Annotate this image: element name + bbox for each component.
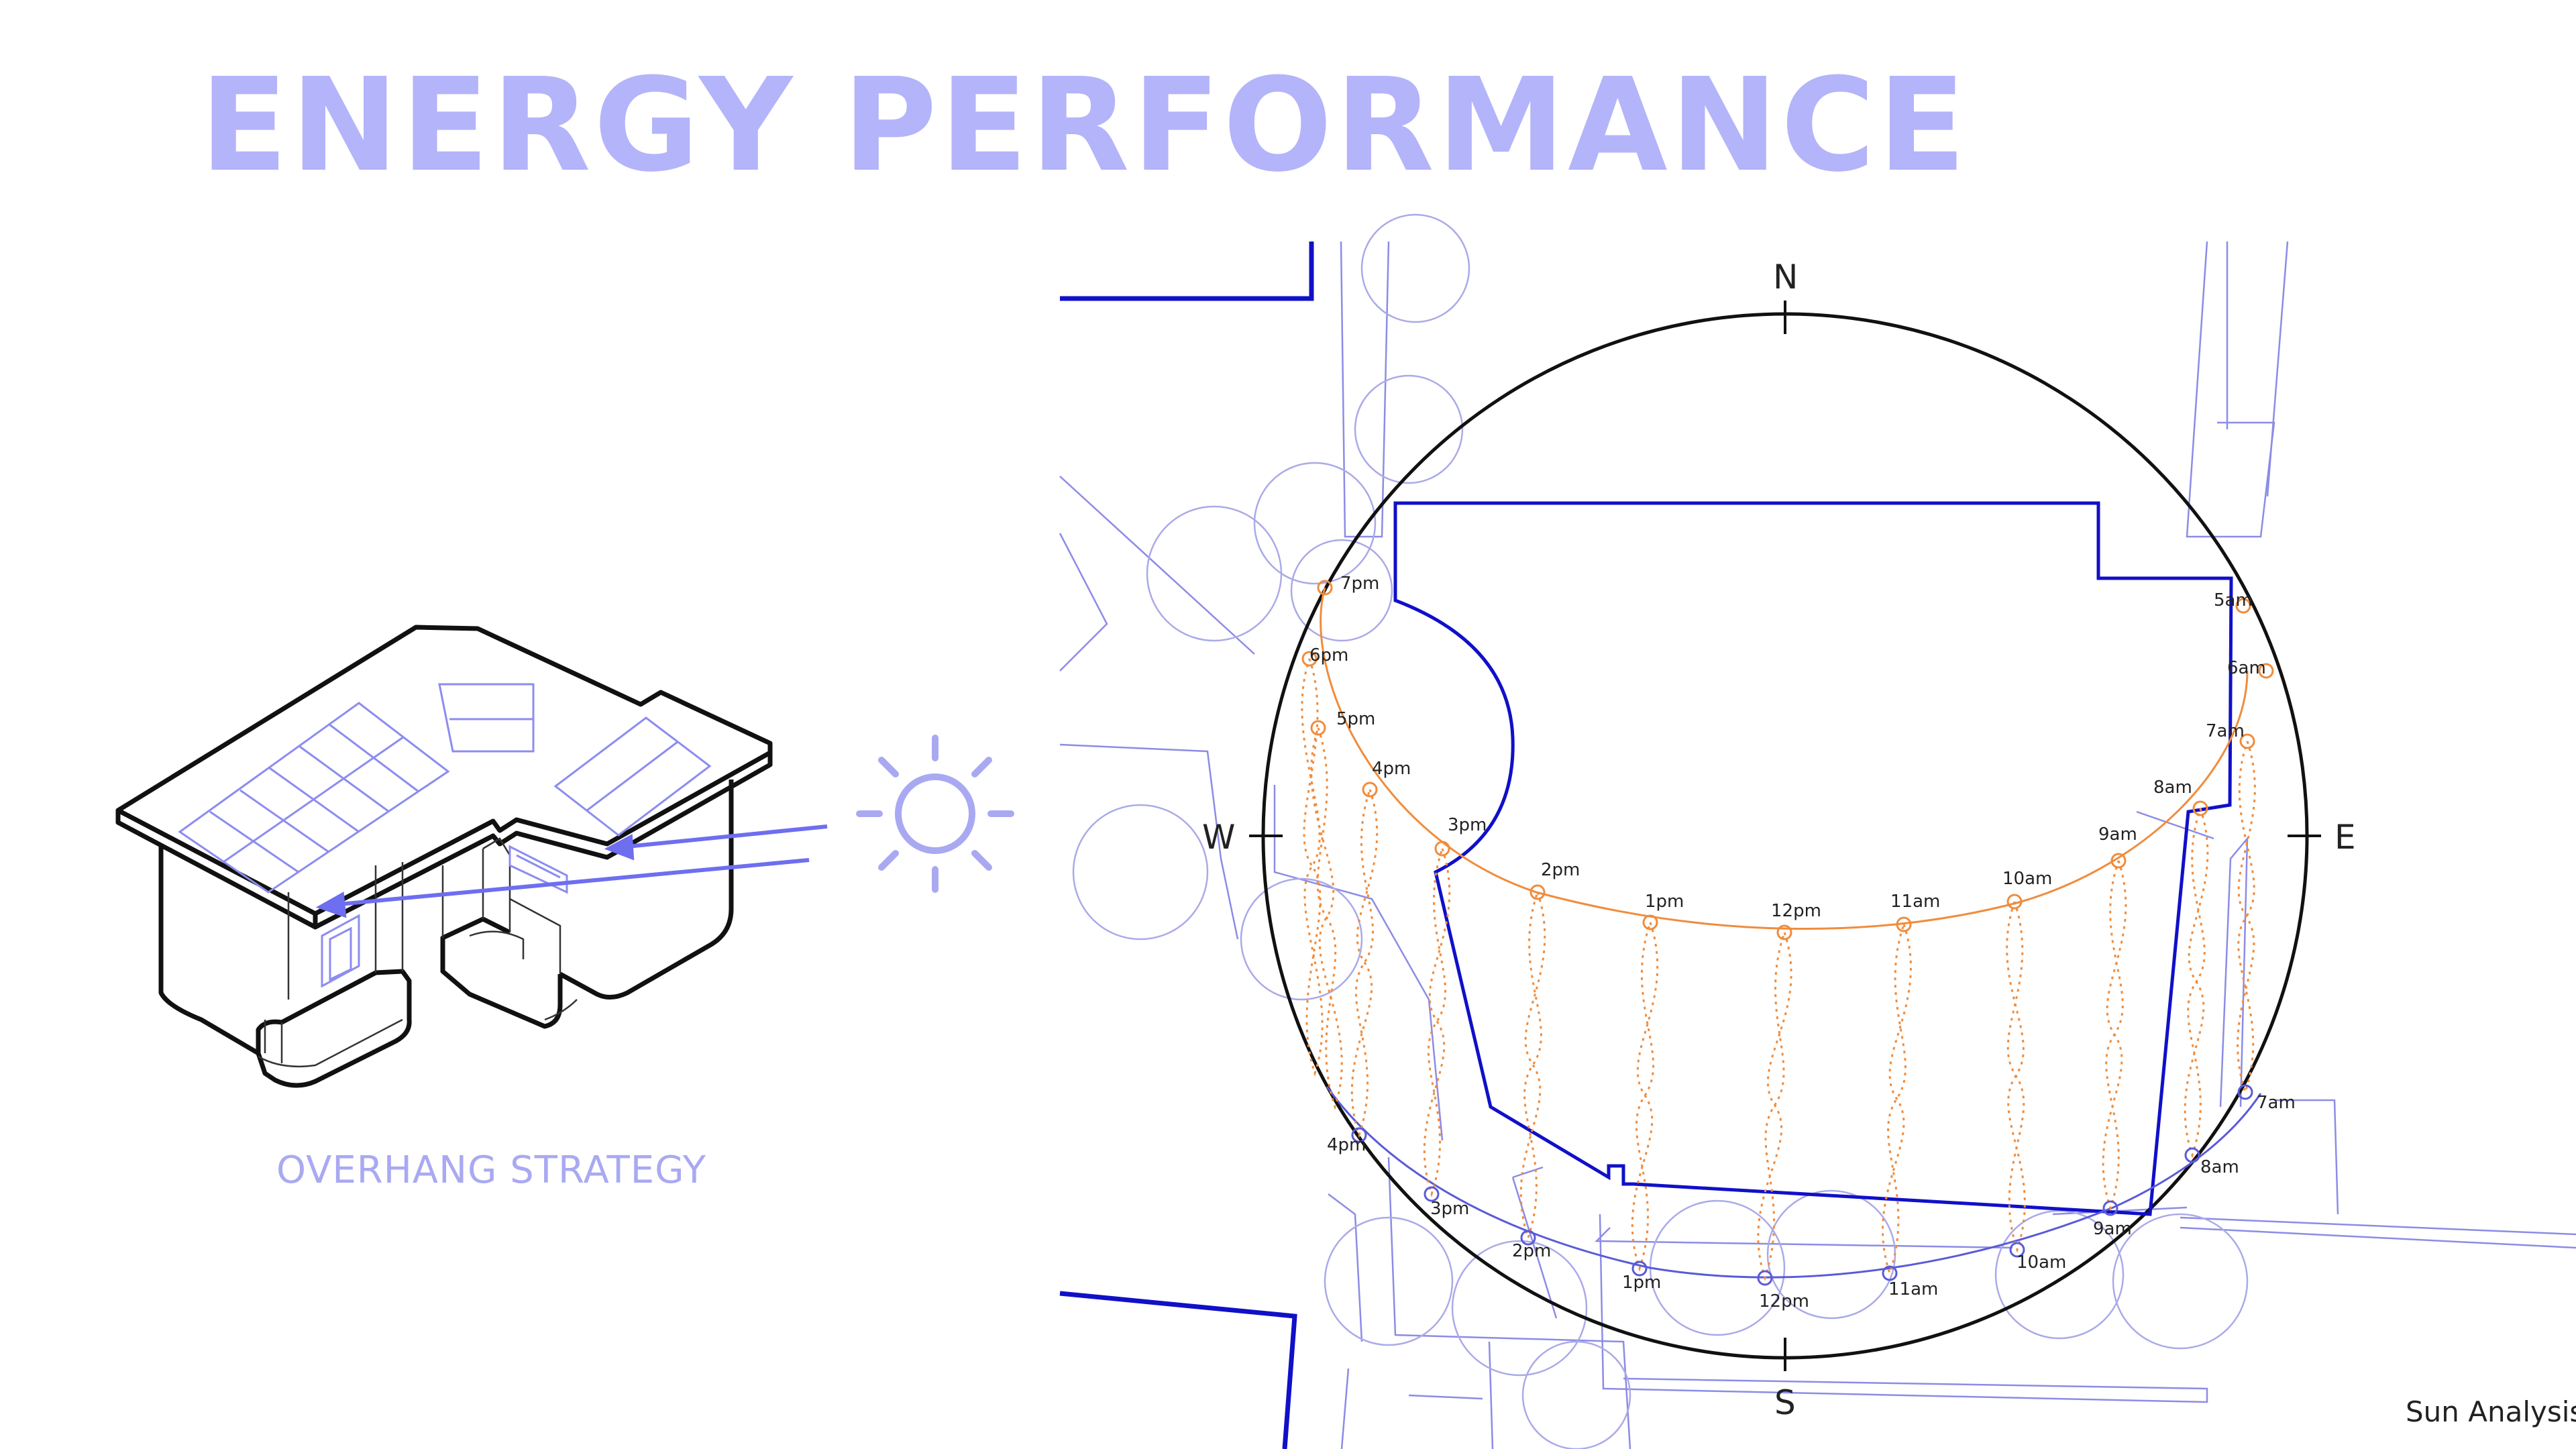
sun-ray-arrows xyxy=(315,824,828,918)
winter-hour-label: 1pm xyxy=(1622,1273,1661,1293)
summer-marker xyxy=(2110,853,2127,869)
analemma-loop xyxy=(2237,741,2256,1095)
solar-panels xyxy=(178,683,712,894)
winter-marker xyxy=(1631,1260,1648,1277)
overhang-strategy-caption: OVERHANG STRATEGY xyxy=(276,1148,706,1192)
summer-hour-label: 12pm xyxy=(1771,901,1821,921)
compass-east-label: E xyxy=(2334,818,2356,857)
summer-marker xyxy=(1310,720,1326,736)
summer-marker xyxy=(1896,916,1912,932)
winter-hour-label: 2pm xyxy=(1512,1241,1551,1261)
summer-hour-label: 7am xyxy=(2206,721,2245,741)
compass-north-label: N xyxy=(1773,258,1798,297)
analemma-loop xyxy=(2184,808,2209,1159)
sun-analysis-caption: Sun Analysis xyxy=(2406,1395,2576,1428)
site-context-lines xyxy=(1059,241,2576,1449)
winter-marker xyxy=(2237,1084,2253,1100)
winter-markers: 7am 8am 9am 10am 11am 12pm 1pm 2pm 3pm 4pm xyxy=(1327,1084,2296,1311)
summer-sun-path xyxy=(1320,587,2249,930)
winter-hour-label: 10am xyxy=(2017,1252,2066,1273)
summer-marker xyxy=(1317,580,1333,596)
summer-hour-label: 2pm xyxy=(1541,860,1580,880)
summer-marker xyxy=(1362,782,1378,798)
summer-marker xyxy=(2192,800,2208,816)
summer-hour-label: 5pm xyxy=(1336,709,1375,729)
winter-marker xyxy=(1351,1127,1367,1143)
summer-marker xyxy=(1434,841,1450,857)
winter-hour-label: 12pm xyxy=(1759,1291,1809,1311)
summer-marker xyxy=(2258,663,2274,679)
house-windows xyxy=(321,845,568,988)
winter-hour-label: 7am xyxy=(2257,1093,2296,1113)
summer-hour-label: 8am xyxy=(2153,777,2192,798)
summer-marker xyxy=(2235,598,2251,614)
summer-hour-label: 3pm xyxy=(1448,815,1487,835)
winter-marker xyxy=(1757,1270,1773,1286)
winter-hour-label: 11am xyxy=(1888,1279,1938,1299)
summer-marker xyxy=(2006,894,2023,910)
compass-west-label: W xyxy=(1202,818,1235,857)
winter-sun-path xyxy=(1326,1086,2262,1279)
summer-hour-label: 5am xyxy=(2214,590,2253,610)
winter-hour-label: 9am xyxy=(2093,1219,2132,1239)
summer-hour-label: 10am xyxy=(2002,869,2052,889)
winter-marker xyxy=(1882,1265,1898,1281)
analemma-loop xyxy=(1519,892,1546,1241)
overhang-diagram xyxy=(115,625,1014,1088)
winter-hour-label: 3pm xyxy=(1430,1199,1469,1219)
summer-hour-label: 4pm xyxy=(1372,759,1411,779)
summer-hour-label: 11am xyxy=(1890,892,1940,912)
summer-hour-label: 7pm xyxy=(1340,574,1379,594)
summer-marker xyxy=(1642,914,1658,930)
analemma-loop xyxy=(1301,658,1324,1077)
summer-markers: 5am 6am 7am 8am 9am 10am 11am 12pm 1pm 2pm 3pm 4pm 5… xyxy=(1301,574,2274,941)
summer-hour-label: 6pm xyxy=(1309,645,1348,665)
analemma-loop xyxy=(2006,901,2026,1253)
site-boundary xyxy=(1059,241,1314,1449)
winter-marker xyxy=(1424,1186,1440,1202)
summer-hour-label: 6am xyxy=(2227,658,2266,678)
summer-marker xyxy=(1529,884,1546,900)
summer-marker xyxy=(1301,651,1318,667)
analemma-loop xyxy=(1757,932,1792,1281)
analemma-loop xyxy=(1310,727,1343,1110)
analemma-loop xyxy=(2102,860,2127,1212)
analemma-loop xyxy=(1882,924,1912,1277)
analemma-loop xyxy=(1423,848,1451,1197)
summer-marker xyxy=(1776,924,1792,941)
house-isometric xyxy=(115,625,773,1088)
sun-icon xyxy=(856,735,1014,893)
building-outline xyxy=(1393,501,2233,1216)
page-title: ENERGY PERFORMANCE xyxy=(200,51,1969,201)
winter-marker xyxy=(2102,1200,2118,1216)
context-trees xyxy=(1072,213,2249,1449)
analemma-loop xyxy=(1350,789,1379,1138)
summer-hour-label: 1pm xyxy=(1645,892,1684,912)
winter-hour-label: 8am xyxy=(2200,1157,2239,1177)
summer-marker xyxy=(2239,733,2255,749)
winter-marker xyxy=(2009,1242,2025,1258)
winter-marker xyxy=(2184,1147,2200,1163)
analemma-loop xyxy=(1631,922,1659,1272)
analemma-loops xyxy=(1301,658,2256,1281)
compass-ticks xyxy=(1249,301,2321,1371)
winter-marker xyxy=(1520,1230,1536,1246)
winter-hour-label: 4pm xyxy=(1327,1135,1366,1155)
summer-hour-label: 9am xyxy=(2098,824,2137,845)
compass-south-label: S xyxy=(1774,1383,1796,1422)
house-detail-lines xyxy=(258,837,578,1068)
